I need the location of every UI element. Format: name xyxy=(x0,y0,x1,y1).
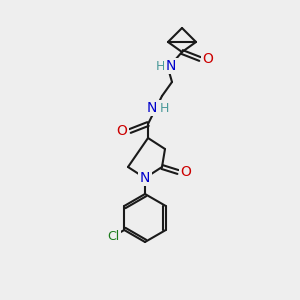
Text: H: H xyxy=(155,59,165,73)
Text: N: N xyxy=(166,59,176,73)
Text: N: N xyxy=(140,171,150,185)
Text: N: N xyxy=(147,101,157,115)
Text: H: H xyxy=(159,101,169,115)
Text: O: O xyxy=(117,124,128,138)
Text: O: O xyxy=(181,165,191,179)
Text: O: O xyxy=(202,52,213,66)
Text: Cl: Cl xyxy=(108,230,120,242)
